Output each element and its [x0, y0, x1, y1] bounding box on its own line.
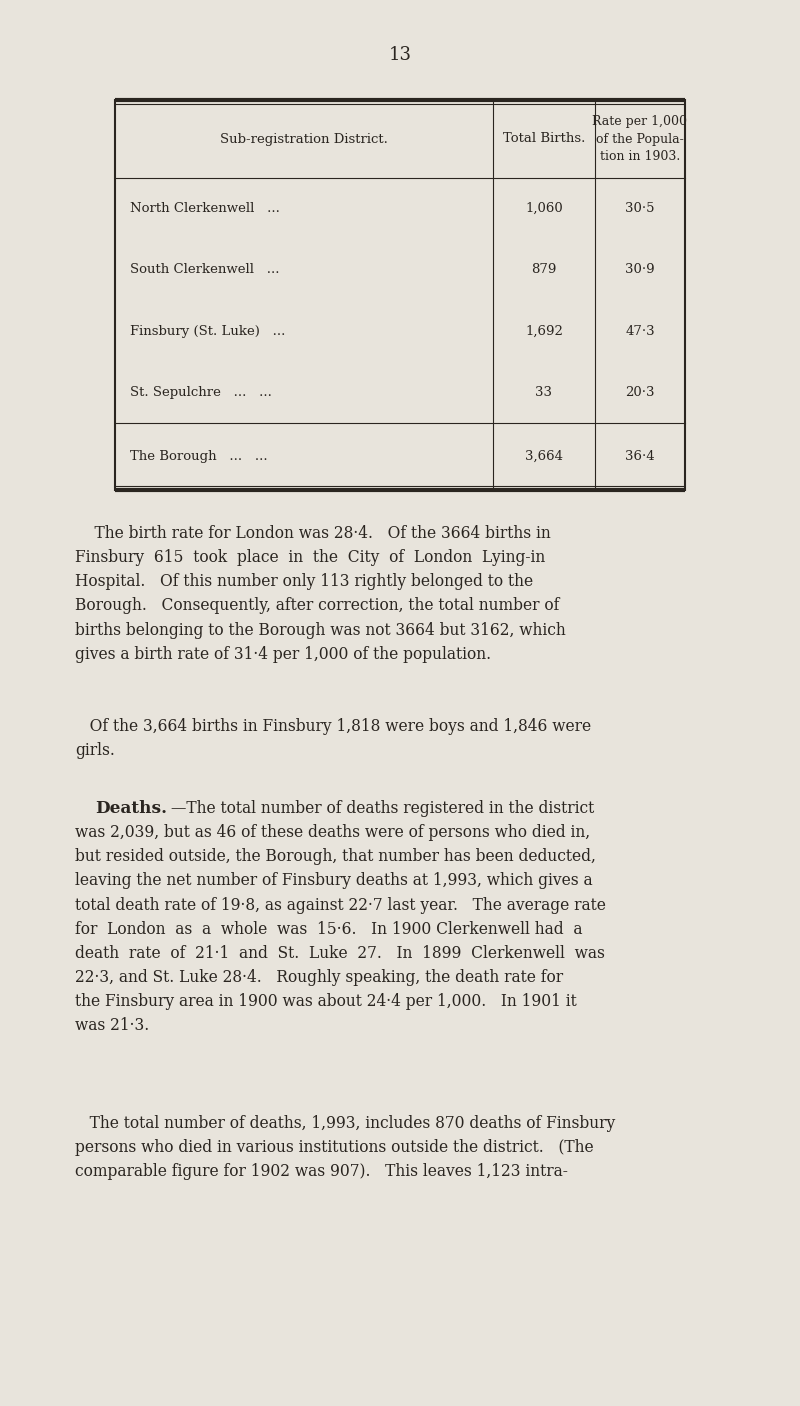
- Text: 3,664: 3,664: [525, 450, 563, 463]
- Text: 1,692: 1,692: [525, 325, 563, 337]
- Text: 1,060: 1,060: [525, 202, 563, 215]
- Text: Of the 3,664 births in Finsbury 1,818 were boys and 1,846 were
girls.: Of the 3,664 births in Finsbury 1,818 we…: [75, 718, 591, 759]
- Text: 13: 13: [389, 46, 411, 65]
- Text: Sub-registration District.: Sub-registration District.: [220, 132, 388, 145]
- Text: 47·3: 47·3: [625, 325, 655, 337]
- Text: Deaths.: Deaths.: [95, 800, 167, 817]
- Text: The birth rate for London was 28·4.   Of the 3664 births in
Finsbury  615  took : The birth rate for London was 28·4. Of t…: [75, 524, 566, 662]
- Text: 879: 879: [531, 263, 557, 277]
- Text: Rate per 1,000
of the Popula-
tion in 1903.: Rate per 1,000 of the Popula- tion in 19…: [593, 114, 687, 163]
- Text: 20·3: 20·3: [626, 385, 654, 399]
- Text: North Clerkenwell   ...: North Clerkenwell ...: [130, 202, 280, 215]
- Text: 30·9: 30·9: [625, 263, 655, 277]
- Text: 30·5: 30·5: [626, 202, 654, 215]
- Text: South Clerkenwell   ...: South Clerkenwell ...: [130, 263, 279, 277]
- Text: The total number of deaths, 1,993, includes 870 deaths of Finsbury
persons who d: The total number of deaths, 1,993, inclu…: [75, 1115, 615, 1180]
- Text: Total Births.: Total Births.: [503, 132, 585, 145]
- Text: St. Sepulchre   ...   ...: St. Sepulchre ... ...: [130, 385, 272, 399]
- Text: 36·4: 36·4: [625, 450, 655, 463]
- Text: Finsbury (St. Luke)   ...: Finsbury (St. Luke) ...: [130, 325, 286, 337]
- Text: —The total number of deaths registered in the district: —The total number of deaths registered i…: [171, 800, 594, 817]
- Text: 33: 33: [535, 385, 553, 399]
- Text: The Borough   ...   ...: The Borough ... ...: [130, 450, 268, 463]
- Text: was 2,039, but as 46 of these deaths were of persons who died in,
but resided ou: was 2,039, but as 46 of these deaths wer…: [75, 824, 606, 1035]
